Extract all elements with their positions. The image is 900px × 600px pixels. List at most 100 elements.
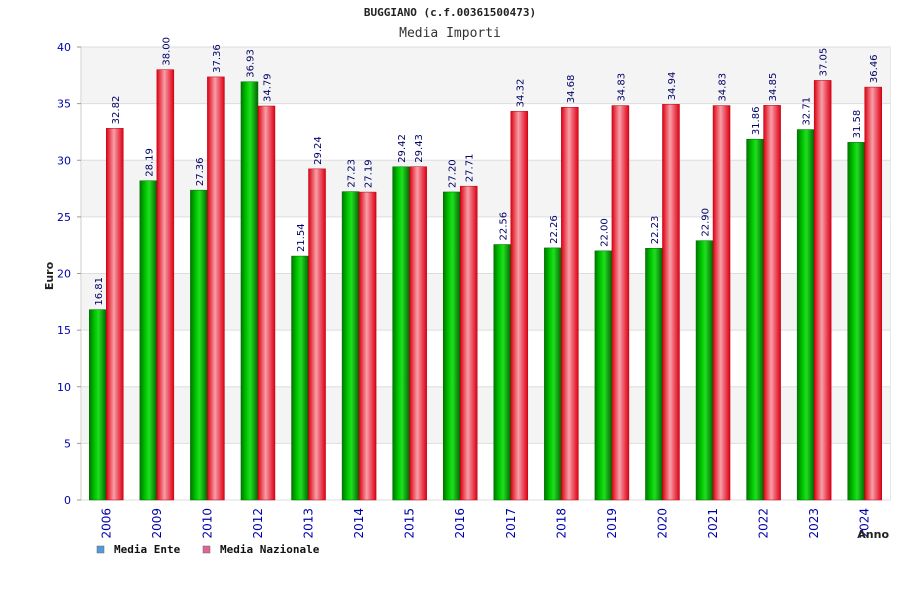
- value-label: 27.19: [364, 159, 375, 188]
- value-label: 22.23: [650, 216, 661, 245]
- bar-media-ente: [493, 244, 512, 501]
- bar-media-ente: [544, 247, 562, 501]
- x-tick-label: 2024: [858, 508, 872, 539]
- y-tick-label: 30: [57, 154, 71, 167]
- y-tick-label: 20: [57, 268, 71, 281]
- bar-media-nazionale: [358, 191, 377, 501]
- bar-media-ente: [89, 309, 107, 501]
- bar-media-ente: [291, 255, 309, 501]
- y-tick-label: 25: [57, 211, 71, 224]
- bar-media-ente: [190, 189, 208, 501]
- chart-subtitle: Media Importi: [399, 26, 501, 41]
- y-tick-label: 5: [64, 437, 71, 450]
- x-tick-label: 2018: [554, 508, 568, 539]
- y-axis-ticks: 0 5 10 15 20 25 30 35 40: [57, 41, 81, 507]
- x-tick-label: 2023: [807, 508, 821, 539]
- bar-media-ente: [796, 129, 815, 501]
- value-label: 22.90: [701, 208, 712, 237]
- bar-media-nazionale: [409, 166, 427, 501]
- value-label: 34.32: [515, 79, 526, 108]
- value-label: 29.24: [313, 136, 324, 165]
- x-tick-label: 2013: [302, 508, 316, 539]
- bar-media-nazionale: [257, 105, 276, 501]
- value-label: 22.00: [599, 218, 610, 247]
- bar-media-ente: [240, 81, 259, 501]
- bar-media-nazionale: [662, 104, 680, 501]
- value-label: 29.43: [414, 134, 425, 163]
- x-tick-label: 2015: [403, 508, 417, 539]
- x-tick-label: 2017: [504, 508, 518, 539]
- bar-media-nazionale: [561, 106, 579, 501]
- bar-media-nazionale: [611, 105, 630, 501]
- bar-media-nazionale: [510, 111, 529, 501]
- value-label: 34.79: [262, 73, 273, 102]
- value-label: 37.05: [819, 48, 830, 77]
- value-label: 37.36: [212, 44, 223, 73]
- value-label: 32.82: [111, 96, 122, 125]
- bar-media-nazionale: [864, 86, 882, 501]
- value-label: 27.71: [465, 154, 476, 183]
- bars: [89, 69, 882, 501]
- value-label: 22.26: [549, 215, 560, 244]
- legend: Media Ente Media Nazionale: [96, 543, 320, 556]
- x-tick-label: 2022: [757, 508, 771, 539]
- x-tick-label: 2021: [706, 508, 720, 539]
- bar-media-ente: [695, 240, 714, 501]
- value-label: 27.20: [448, 159, 459, 188]
- value-label: 21.54: [296, 223, 307, 252]
- x-tick-label: 2019: [605, 508, 619, 539]
- legend-label-media-ente: Media Ente: [114, 543, 181, 556]
- bar-media-nazionale: [207, 76, 225, 501]
- legend-label-media-nazionale: Media Nazionale: [220, 543, 320, 556]
- value-label: 32.71: [802, 97, 813, 126]
- value-labels: 16.81 32.82 28.19 38.00 27.36 37.36 36.93 34.79…: [94, 37, 880, 306]
- bar-media-ente: [746, 138, 764, 501]
- value-label: 34.83: [718, 73, 729, 102]
- x-tick-label: 2009: [150, 508, 164, 539]
- x-axis-label: Anno: [857, 528, 889, 541]
- bar-media-nazionale: [712, 105, 731, 501]
- bar-media-nazionale: [106, 128, 124, 501]
- value-label: 16.81: [94, 277, 105, 306]
- chart-title: BUGGIANO (c.f.00361500473): [364, 6, 536, 19]
- legend-swatch-media-ente: [96, 545, 105, 554]
- x-tick-label: 2020: [655, 508, 669, 539]
- value-label: 34.85: [768, 73, 779, 102]
- x-axis-ticks: 2006 2009 2010 2012 2013 2014 2015 2016 2017 2018…: [99, 508, 871, 539]
- value-label: 29.42: [397, 134, 408, 163]
- y-tick-label: 15: [57, 324, 71, 337]
- bar-media-ente: [645, 247, 663, 501]
- value-label: 34.94: [667, 72, 678, 101]
- bar-media-nazionale: [813, 80, 832, 501]
- bar-media-nazionale: [308, 168, 326, 501]
- y-tick-label: 10: [57, 381, 71, 394]
- y-axis-label: Euro: [43, 261, 56, 290]
- y-tick-label: 35: [57, 98, 71, 111]
- legend-swatch-media-nazionale: [202, 545, 211, 554]
- y-tick-label: 0: [64, 494, 71, 507]
- value-label: 31.86: [751, 107, 762, 136]
- bar-media-ente: [594, 250, 613, 501]
- value-label: 34.68: [566, 75, 577, 104]
- x-tick-label: 2014: [352, 508, 366, 539]
- bar-media-ente: [341, 191, 360, 501]
- bar-media-nazionale: [763, 105, 781, 501]
- value-label: 27.36: [195, 158, 206, 187]
- bar-media-ente: [392, 166, 410, 501]
- value-label: 34.83: [616, 73, 627, 102]
- x-tick-label: 2010: [200, 508, 214, 539]
- value-label: 36.46: [869, 54, 880, 83]
- x-tick-label: 2012: [251, 508, 265, 539]
- x-tick-label: 2016: [453, 508, 467, 539]
- bar-media-nazionale: [459, 185, 478, 501]
- x-tick-label: 2006: [99, 508, 113, 539]
- value-label: 27.23: [347, 159, 358, 188]
- value-label: 38.00: [161, 37, 172, 66]
- value-label: 28.19: [144, 148, 155, 177]
- bar-media-ente: [139, 180, 158, 501]
- bar-media-ente: [442, 191, 461, 501]
- value-label: 31.58: [852, 110, 863, 139]
- bar-media-nazionale: [156, 69, 175, 501]
- bar-media-ente: [847, 142, 865, 501]
